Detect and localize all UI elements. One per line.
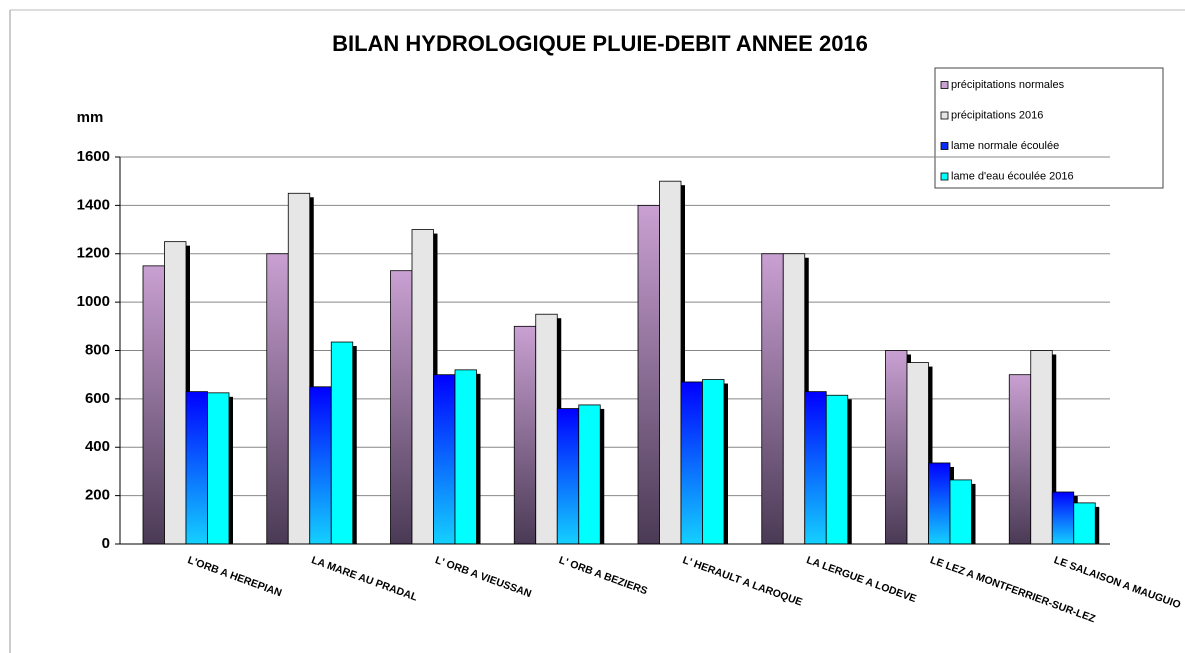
bar bbox=[513, 325, 537, 545]
y-tick-label: 1200 bbox=[77, 245, 110, 262]
bar bbox=[949, 479, 972, 545]
bar bbox=[906, 362, 929, 545]
x-tick-label: LE SALAISON A MAUGUIO bbox=[1052, 554, 1182, 611]
bar bbox=[782, 253, 806, 545]
legend-label: précipitations normales bbox=[951, 79, 1065, 91]
bar bbox=[433, 374, 456, 545]
y-tick-label: 1000 bbox=[77, 293, 110, 310]
y-tick-label: 0 bbox=[102, 535, 110, 552]
y-tick-label: 600 bbox=[85, 390, 110, 407]
bar bbox=[578, 404, 601, 545]
bar bbox=[556, 408, 580, 545]
legend-swatch bbox=[940, 81, 949, 89]
x-tick-label: L'ORB A HEREPIAN bbox=[186, 554, 283, 599]
y-tick-label: 400 bbox=[85, 438, 110, 455]
bar bbox=[287, 192, 311, 545]
bar bbox=[885, 350, 908, 545]
bar bbox=[164, 241, 187, 545]
y-axis-label: mm bbox=[77, 109, 104, 126]
bar bbox=[761, 253, 784, 545]
bar bbox=[185, 391, 208, 545]
y-tick-label: 200 bbox=[85, 487, 110, 504]
bar bbox=[804, 391, 827, 545]
bar bbox=[207, 392, 230, 545]
bar bbox=[535, 313, 558, 545]
legend-label: précipitations 2016 bbox=[951, 109, 1043, 121]
bar bbox=[266, 253, 289, 545]
legend-swatch bbox=[940, 111, 949, 120]
bar bbox=[825, 394, 849, 545]
x-tick-label: LA MARE AU PRADAL bbox=[310, 554, 420, 604]
legend-label: lame normale écoulée bbox=[951, 140, 1059, 152]
x-tick-label: L' ORB A BEZIERS bbox=[557, 554, 649, 597]
y-tick-label: 1600 bbox=[77, 148, 110, 165]
x-tick-label: LA LERGUE A LODEVE bbox=[805, 554, 918, 605]
bar bbox=[680, 381, 703, 545]
bar bbox=[637, 204, 660, 545]
y-tick-label: 800 bbox=[85, 341, 110, 358]
x-tick-label: L' ORB A VIEUSSAN bbox=[434, 554, 533, 600]
legend-swatch bbox=[940, 142, 949, 150]
bar bbox=[1030, 350, 1053, 545]
legend-label: lame d'eau écoulée 2016 bbox=[951, 170, 1074, 182]
legend-swatch bbox=[940, 172, 949, 181]
bar bbox=[1008, 374, 1032, 545]
bar bbox=[1051, 491, 1075, 545]
bar bbox=[309, 386, 332, 545]
bar bbox=[659, 180, 682, 545]
x-tick-label: L' HERAULT A LAROQUE bbox=[681, 554, 804, 608]
bar bbox=[142, 265, 165, 545]
bar bbox=[928, 462, 951, 545]
bar bbox=[1073, 502, 1096, 545]
bar bbox=[702, 379, 725, 545]
bar bbox=[330, 341, 354, 545]
bar bbox=[454, 369, 477, 545]
legend-box bbox=[934, 67, 1164, 189]
y-tick-label: 1400 bbox=[77, 196, 110, 213]
bar bbox=[411, 229, 434, 545]
bar bbox=[390, 270, 413, 545]
chart-title: BILAN HYDROLOGIQUE PLUIE-DEBIT ANNEE 201… bbox=[332, 31, 868, 56]
